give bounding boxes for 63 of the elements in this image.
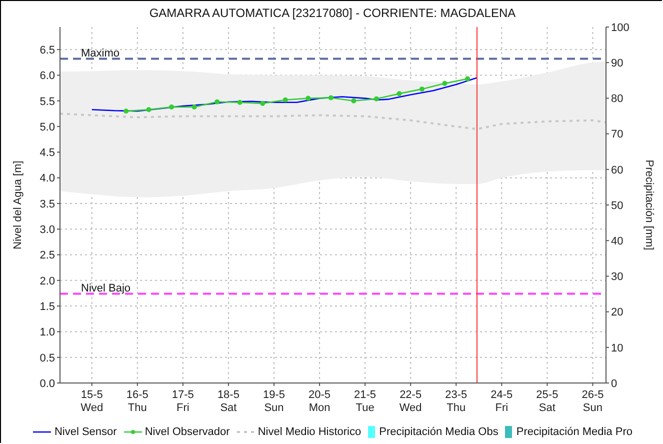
- x-tick-label: 15-5 Wed: [80, 389, 104, 414]
- point: [396, 91, 402, 96]
- y2-tick-label: 30: [611, 271, 624, 284]
- y2-tick-label: 100: [611, 22, 630, 34]
- y-tick-label: 2.0: [40, 275, 55, 288]
- legend-label: Nivel Observador: [144, 426, 230, 438]
- x-tick-label: 21-5 Tue: [354, 389, 376, 414]
- point: [260, 100, 266, 106]
- y2-axis-title: Precipitación [mm]: [643, 160, 656, 250]
- point: [124, 108, 129, 114]
- y2-tick-label: 60: [611, 164, 624, 176]
- legend-label: Precipitación Media Pro: [516, 426, 633, 438]
- y2-tick-label: 0: [611, 378, 618, 390]
- y2-tick-label: 20: [611, 306, 624, 319]
- chart-title: GAMARRA AUTOMATICA [23217080] - CORRIENTE: MAGDALENA: [148, 6, 517, 20]
- y2-tick-label: 50: [611, 200, 624, 212]
- x-tick-label: 16-5 Thu: [126, 389, 148, 414]
- x-tick-label: 17-5 Fri: [172, 389, 194, 414]
- y-tick-label: 3.5: [40, 198, 55, 210]
- point: [419, 86, 424, 92]
- y-tick-label: 1.0: [40, 326, 55, 339]
- x-tick-label: 19-5 Sun: [262, 389, 286, 414]
- y-tick-label: 0.0: [40, 378, 55, 390]
- point: [237, 100, 242, 105]
- x-tick-label: 26-5 Sun: [582, 389, 604, 414]
- y2-tick-label: 90: [611, 58, 624, 70]
- point: [282, 97, 288, 102]
- y-tick-label: 0.5: [40, 352, 55, 364]
- ref-line-label: Maximo: [81, 48, 120, 60]
- y-tick-label: 6.0: [40, 70, 55, 82]
- x-tick-label: 23-5 Thu: [445, 389, 468, 414]
- y2-tick-label: 10: [611, 342, 624, 354]
- y-tick-label: 5.0: [40, 121, 55, 134]
- x-tick-label: 22-5 Wed: [399, 389, 422, 414]
- x-tick-label: 25-5 Sat: [536, 389, 558, 414]
- y-axis-title: Nivel del Agua [m]: [12, 160, 24, 250]
- y-tick-label: 2.5: [40, 250, 55, 262]
- legend-label: Nivel Medio Historico: [258, 426, 362, 438]
- point: [306, 96, 311, 101]
- y2-tick-label: 70: [611, 128, 624, 141]
- x-tick-label: 18-5 Sat: [217, 389, 240, 414]
- point: [328, 95, 334, 100]
- point: [374, 96, 379, 102]
- y-tick-label: 6.5: [40, 44, 55, 56]
- y2-tick-label: 40: [611, 236, 624, 248]
- y2-tick-label: 80: [611, 93, 624, 106]
- legend-label: Nivel Sensor: [54, 426, 117, 438]
- legend-label: Precipitación Media Obs: [379, 426, 498, 438]
- point: [214, 99, 220, 104]
- y-tick-label: 4.5: [40, 147, 55, 160]
- y-tick-label: 1.5: [40, 300, 55, 313]
- x-tick-label: 24-5 Fri: [490, 389, 513, 414]
- y-tick-label: 5.5: [40, 96, 55, 108]
- point: [442, 80, 448, 86]
- point: [169, 104, 174, 110]
- y-tick-label: 4.0: [40, 172, 55, 185]
- point: [192, 104, 197, 110]
- x-tick-label: 20-5 Mon: [308, 389, 331, 414]
- y-tick-label: 3.0: [40, 224, 55, 236]
- ref-line-label: Nivel Bajo: [81, 282, 131, 295]
- point: [351, 98, 356, 104]
- point: [465, 76, 470, 82]
- point: [146, 107, 152, 112]
